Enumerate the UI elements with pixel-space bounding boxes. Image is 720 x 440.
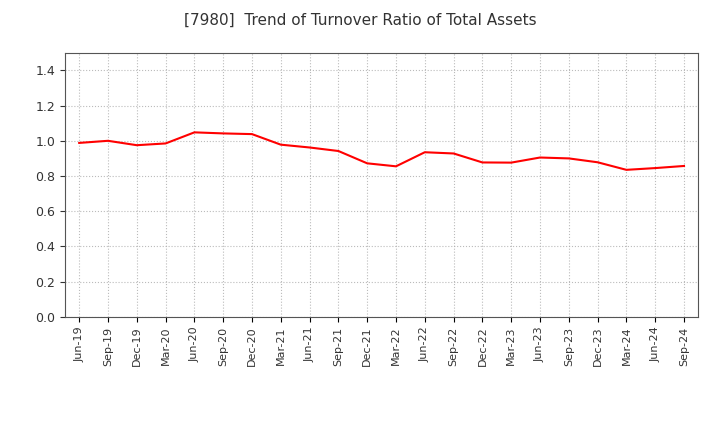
Text: [7980]  Trend of Turnover Ratio of Total Assets: [7980] Trend of Turnover Ratio of Total … (184, 13, 536, 28)
